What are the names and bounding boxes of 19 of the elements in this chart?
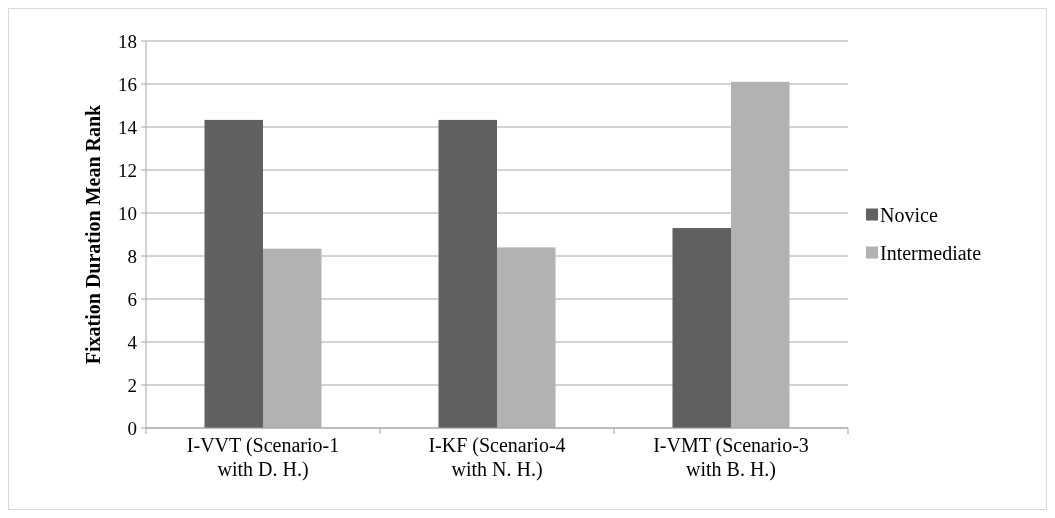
y-tick-label: 8: [127, 245, 137, 267]
y-tick-label: 2: [127, 374, 137, 396]
x-tick-label: I-VVT (Scenario-1 with D. H.): [186, 434, 340, 481]
x-tick-label: I-KF (Scenario-4 with N. H.): [428, 434, 566, 481]
y-tick-label: 10: [118, 202, 137, 224]
y-axis-title: Fixation Duration Mean Rank: [82, 103, 104, 365]
bar: [204, 119, 263, 428]
legend-label: Intermediate: [880, 241, 982, 264]
bar: [672, 228, 731, 428]
y-tick-label: 12: [118, 159, 137, 181]
y-tick-label: 4: [127, 331, 138, 353]
y-tick-label: 18: [118, 30, 137, 52]
legend-label: Novice: [880, 203, 938, 226]
bar: [438, 119, 497, 428]
y-tick-label: 0: [127, 417, 137, 439]
y-tick-label: 14: [118, 116, 138, 138]
x-tick-label: I-VMT (Scenario-3 with B. H.): [653, 434, 809, 481]
y-tick-label: 16: [118, 73, 137, 95]
y-tick-label: 6: [127, 288, 137, 310]
